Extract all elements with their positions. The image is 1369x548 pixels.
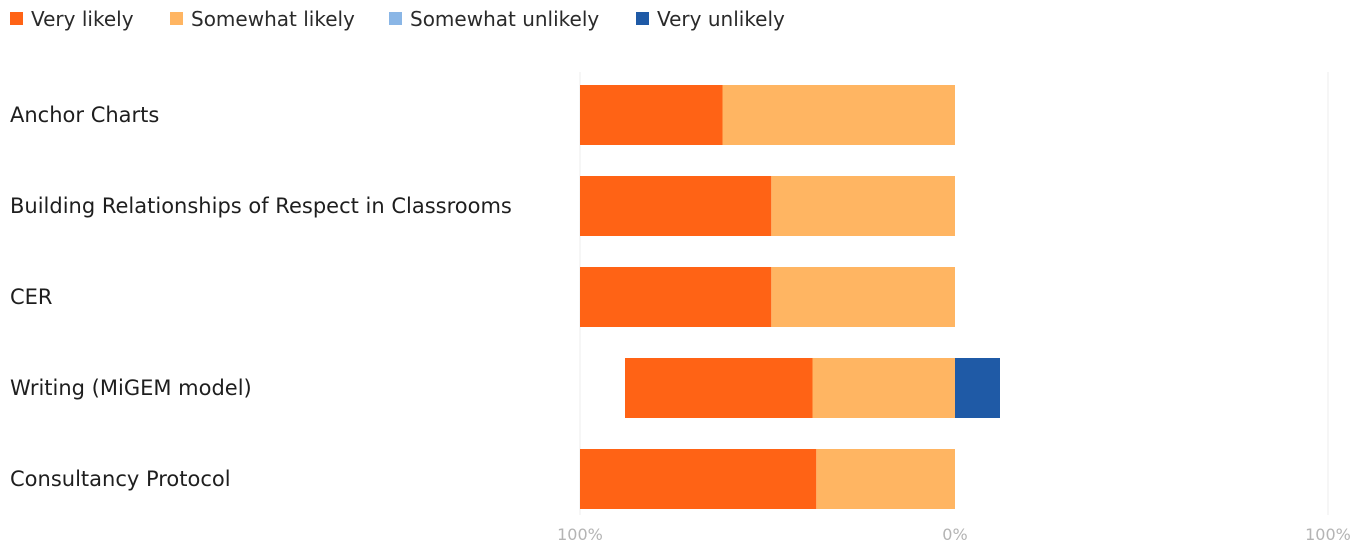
- bar-somewhat-likely-anchor-charts: [722, 85, 955, 145]
- bar-very-likely-building-relationships-of-respect-in-classrooms: [580, 176, 772, 236]
- legend-label-very-likely: Very likely: [31, 7, 134, 31]
- category-label-anchor-charts: Anchor Charts: [10, 103, 159, 127]
- bar-very-likely-anchor-charts: [580, 85, 723, 145]
- legend: Very likely Somewhat likely Somewhat unlik…: [10, 7, 785, 31]
- x-tick-labels: 100% 0% 100%: [557, 525, 1351, 544]
- bar-somewhat-likely-consultancy-protocol: [816, 449, 955, 509]
- bar-very-likely-writing-migem-model: [625, 358, 813, 418]
- bar-somewhat-likely-writing-migem-model: [812, 358, 955, 418]
- legend-swatch-very-unlikely: [636, 12, 649, 25]
- legend-swatch-somewhat-unlikely: [389, 12, 402, 25]
- legend-label-somewhat-likely: Somewhat likely: [191, 7, 355, 31]
- category-labels: Anchor Charts Building Relationships of R…: [10, 103, 512, 491]
- category-label-building-relationships-of-respect-in-classrooms: Building Relationships of Respect in Cla…: [10, 194, 512, 218]
- category-label-consultancy-protocol: Consultancy Protocol: [10, 467, 231, 491]
- x-tick-label-1: 0%: [942, 525, 967, 544]
- x-tick-label-2: 100%: [1305, 525, 1351, 544]
- bars: [580, 85, 1000, 509]
- legend-swatch-somewhat-likely: [170, 12, 183, 25]
- x-tick-label-0: 100%: [557, 525, 603, 544]
- bar-very-likely-consultancy-protocol: [580, 449, 817, 509]
- bar-very-unlikely-writing-migem-model: [955, 358, 1000, 418]
- legend-label-somewhat-unlikely: Somewhat unlikely: [410, 7, 599, 31]
- category-label-cer: CER: [10, 285, 53, 309]
- category-label-writing-migem-model: Writing (MiGEM model): [10, 376, 252, 400]
- bar-somewhat-likely-building-relationships-of-respect-in-classrooms: [771, 176, 955, 236]
- legend-label-very-unlikely: Very unlikely: [657, 7, 785, 31]
- legend-swatch-very-likely: [10, 12, 23, 25]
- bar-very-likely-cer: [580, 267, 772, 327]
- bar-somewhat-likely-cer: [771, 267, 955, 327]
